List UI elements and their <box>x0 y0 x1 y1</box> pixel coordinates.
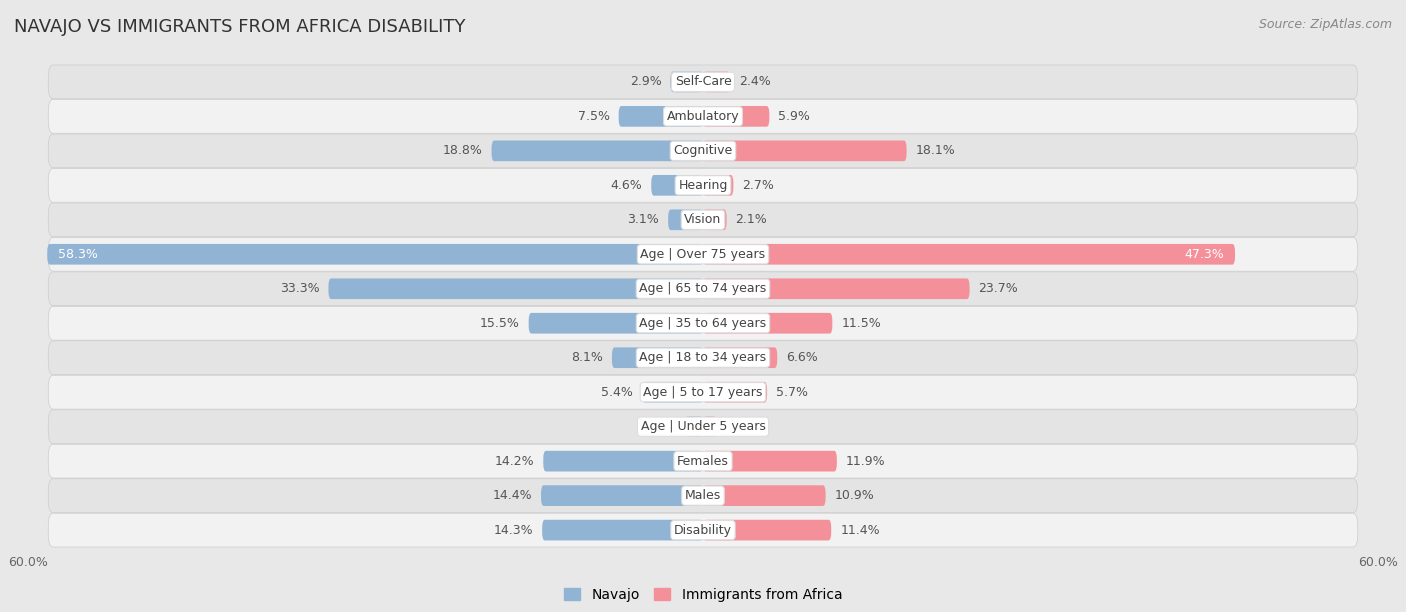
FancyBboxPatch shape <box>48 65 1358 99</box>
Text: Age | Under 5 years: Age | Under 5 years <box>641 420 765 433</box>
FancyBboxPatch shape <box>703 451 837 471</box>
Text: Age | 35 to 64 years: Age | 35 to 64 years <box>640 317 766 330</box>
Text: Hearing: Hearing <box>678 179 728 192</box>
FancyBboxPatch shape <box>703 72 730 92</box>
FancyBboxPatch shape <box>703 175 734 196</box>
FancyBboxPatch shape <box>48 203 1358 237</box>
Text: Age | 18 to 34 years: Age | 18 to 34 years <box>640 351 766 364</box>
Text: 8.1%: 8.1% <box>571 351 603 364</box>
FancyBboxPatch shape <box>703 520 831 540</box>
Text: 23.7%: 23.7% <box>979 282 1018 295</box>
Text: 18.8%: 18.8% <box>443 144 482 157</box>
Text: 33.3%: 33.3% <box>280 282 319 295</box>
Text: Males: Males <box>685 489 721 502</box>
FancyBboxPatch shape <box>651 175 703 196</box>
FancyBboxPatch shape <box>703 141 907 161</box>
FancyBboxPatch shape <box>543 451 703 471</box>
FancyBboxPatch shape <box>703 485 825 506</box>
Text: 2.1%: 2.1% <box>735 214 768 226</box>
FancyBboxPatch shape <box>703 244 1234 264</box>
Text: 2.7%: 2.7% <box>742 179 775 192</box>
FancyBboxPatch shape <box>541 485 703 506</box>
FancyBboxPatch shape <box>48 375 1358 409</box>
FancyBboxPatch shape <box>48 341 1358 375</box>
FancyBboxPatch shape <box>703 278 970 299</box>
Text: 7.5%: 7.5% <box>578 110 610 123</box>
FancyBboxPatch shape <box>48 168 1358 202</box>
Text: Age | 65 to 74 years: Age | 65 to 74 years <box>640 282 766 295</box>
Text: 18.1%: 18.1% <box>915 144 955 157</box>
FancyBboxPatch shape <box>703 106 769 127</box>
Text: 11.5%: 11.5% <box>841 317 882 330</box>
Text: 14.3%: 14.3% <box>494 524 533 537</box>
FancyBboxPatch shape <box>543 520 703 540</box>
Text: Ambulatory: Ambulatory <box>666 110 740 123</box>
Text: Source: ZipAtlas.com: Source: ZipAtlas.com <box>1258 18 1392 31</box>
Text: Age | Over 75 years: Age | Over 75 years <box>641 248 765 261</box>
Text: 2.4%: 2.4% <box>740 75 770 88</box>
Text: 3.1%: 3.1% <box>627 214 659 226</box>
Text: NAVAJO VS IMMIGRANTS FROM AFRICA DISABILITY: NAVAJO VS IMMIGRANTS FROM AFRICA DISABIL… <box>14 18 465 36</box>
Text: 1.2%: 1.2% <box>725 420 758 433</box>
Legend: Navajo, Immigrants from Africa: Navajo, Immigrants from Africa <box>558 583 848 608</box>
Text: 11.9%: 11.9% <box>846 455 886 468</box>
FancyBboxPatch shape <box>48 444 1358 478</box>
Text: 2.9%: 2.9% <box>630 75 661 88</box>
FancyBboxPatch shape <box>48 272 1358 305</box>
Text: 11.4%: 11.4% <box>841 524 880 537</box>
Text: Vision: Vision <box>685 214 721 226</box>
FancyBboxPatch shape <box>643 382 703 403</box>
Text: Females: Females <box>678 455 728 468</box>
Text: Self-Care: Self-Care <box>675 75 731 88</box>
Text: 5.4%: 5.4% <box>602 386 633 398</box>
FancyBboxPatch shape <box>703 348 778 368</box>
Text: Age | 5 to 17 years: Age | 5 to 17 years <box>644 386 762 398</box>
FancyBboxPatch shape <box>48 134 1358 168</box>
FancyBboxPatch shape <box>48 479 1358 512</box>
FancyBboxPatch shape <box>619 106 703 127</box>
FancyBboxPatch shape <box>703 313 832 334</box>
FancyBboxPatch shape <box>703 382 768 403</box>
FancyBboxPatch shape <box>685 416 703 437</box>
FancyBboxPatch shape <box>612 348 703 368</box>
FancyBboxPatch shape <box>703 416 717 437</box>
FancyBboxPatch shape <box>48 244 703 264</box>
Text: 58.3%: 58.3% <box>59 248 98 261</box>
FancyBboxPatch shape <box>329 278 703 299</box>
FancyBboxPatch shape <box>48 307 1358 340</box>
Text: 10.9%: 10.9% <box>835 489 875 502</box>
Text: 1.6%: 1.6% <box>644 420 676 433</box>
FancyBboxPatch shape <box>48 100 1358 133</box>
Text: 5.7%: 5.7% <box>776 386 808 398</box>
FancyBboxPatch shape <box>48 237 1358 271</box>
FancyBboxPatch shape <box>671 72 703 92</box>
Text: Disability: Disability <box>673 524 733 537</box>
Text: 14.4%: 14.4% <box>492 489 531 502</box>
FancyBboxPatch shape <box>48 513 1358 547</box>
FancyBboxPatch shape <box>668 209 703 230</box>
Text: 5.9%: 5.9% <box>779 110 810 123</box>
Text: 15.5%: 15.5% <box>479 317 520 330</box>
Text: Cognitive: Cognitive <box>673 144 733 157</box>
FancyBboxPatch shape <box>703 209 727 230</box>
Text: 47.3%: 47.3% <box>1184 248 1223 261</box>
Text: 6.6%: 6.6% <box>786 351 818 364</box>
FancyBboxPatch shape <box>48 410 1358 444</box>
Text: 14.2%: 14.2% <box>495 455 534 468</box>
Text: 4.6%: 4.6% <box>610 179 643 192</box>
FancyBboxPatch shape <box>529 313 703 334</box>
FancyBboxPatch shape <box>492 141 703 161</box>
